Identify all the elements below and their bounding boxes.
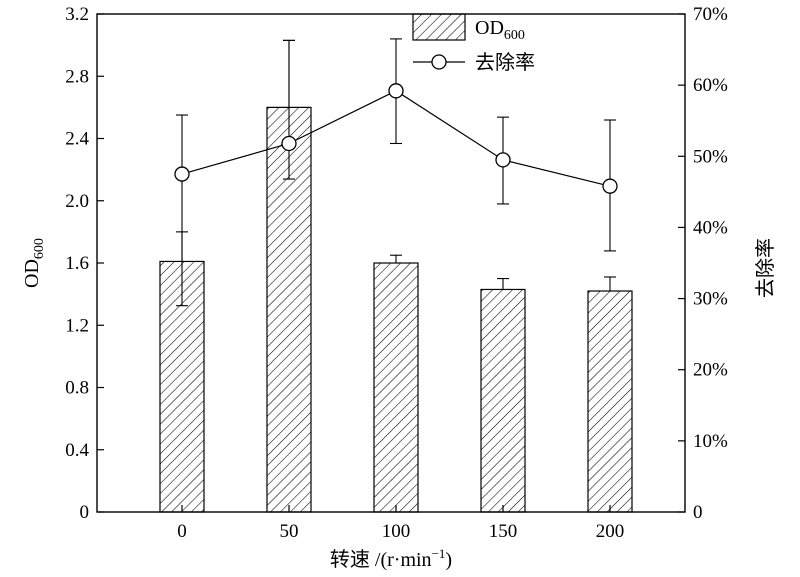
left-tick-label: 2.8 [65,66,89,87]
left-axis: 0 0.4 0.8 1.2 1.6 2.0 2.4 2.8 3.2 [65,4,104,523]
left-tick-label: 0.4 [65,440,89,461]
legend: OD600 去除率 [412,13,535,74]
legend-circle-marker [431,54,447,70]
legend-removal-label: 去除率 [475,51,535,74]
x-tick-label: 100 [382,521,411,542]
left-axis-title: OD600 [21,238,47,288]
right-tick-label: 40% [693,217,728,238]
x-axis: 0 50 100 150 200 [177,505,624,542]
bar-series [159,106,633,513]
right-axis-title: 去除率 [754,238,777,298]
x-tick-label: 50 [280,521,299,542]
right-tick-label: 30% [693,289,728,310]
removal-point-50 [281,135,297,152]
x-tick-label: 150 [489,521,518,542]
right-tick-label: 50% [693,146,728,167]
right-tick-label: 60% [693,75,728,96]
line-error-bars [176,38,616,307]
left-tick-label: 1.6 [65,253,89,274]
right-tick-label: 0 [693,502,703,523]
left-tick-label: 3.2 [65,4,89,25]
right-axis: 0 10% 20% 30% 40% 50% 60% 70% [678,4,728,523]
left-tick-label: 2.4 [65,129,89,150]
legend-od600-label: OD600 [475,17,525,43]
bar-200 [587,290,633,513]
right-tick-label: 70% [693,4,728,25]
right-tick-label: 10% [693,431,728,452]
left-tick-label: 1.2 [65,315,89,336]
removal-point-150 [495,152,511,168]
x-tick-label: 200 [596,521,625,542]
line-points [174,83,618,194]
left-tick-label: 2.0 [65,191,89,212]
left-tick-label: 0 [80,502,90,523]
left-tick-label: 0.8 [65,378,89,399]
bar-150 [480,288,526,513]
x-axis-title: 转速 /(r·min−1) [330,546,452,571]
removal-point-0 [174,166,190,182]
removal-point-100 [388,83,404,99]
removal-point-200 [602,178,618,194]
legend-bar-swatch [412,13,466,41]
right-tick-label: 20% [693,360,728,381]
bar-100 [373,262,419,513]
x-tick-label: 0 [177,521,187,542]
